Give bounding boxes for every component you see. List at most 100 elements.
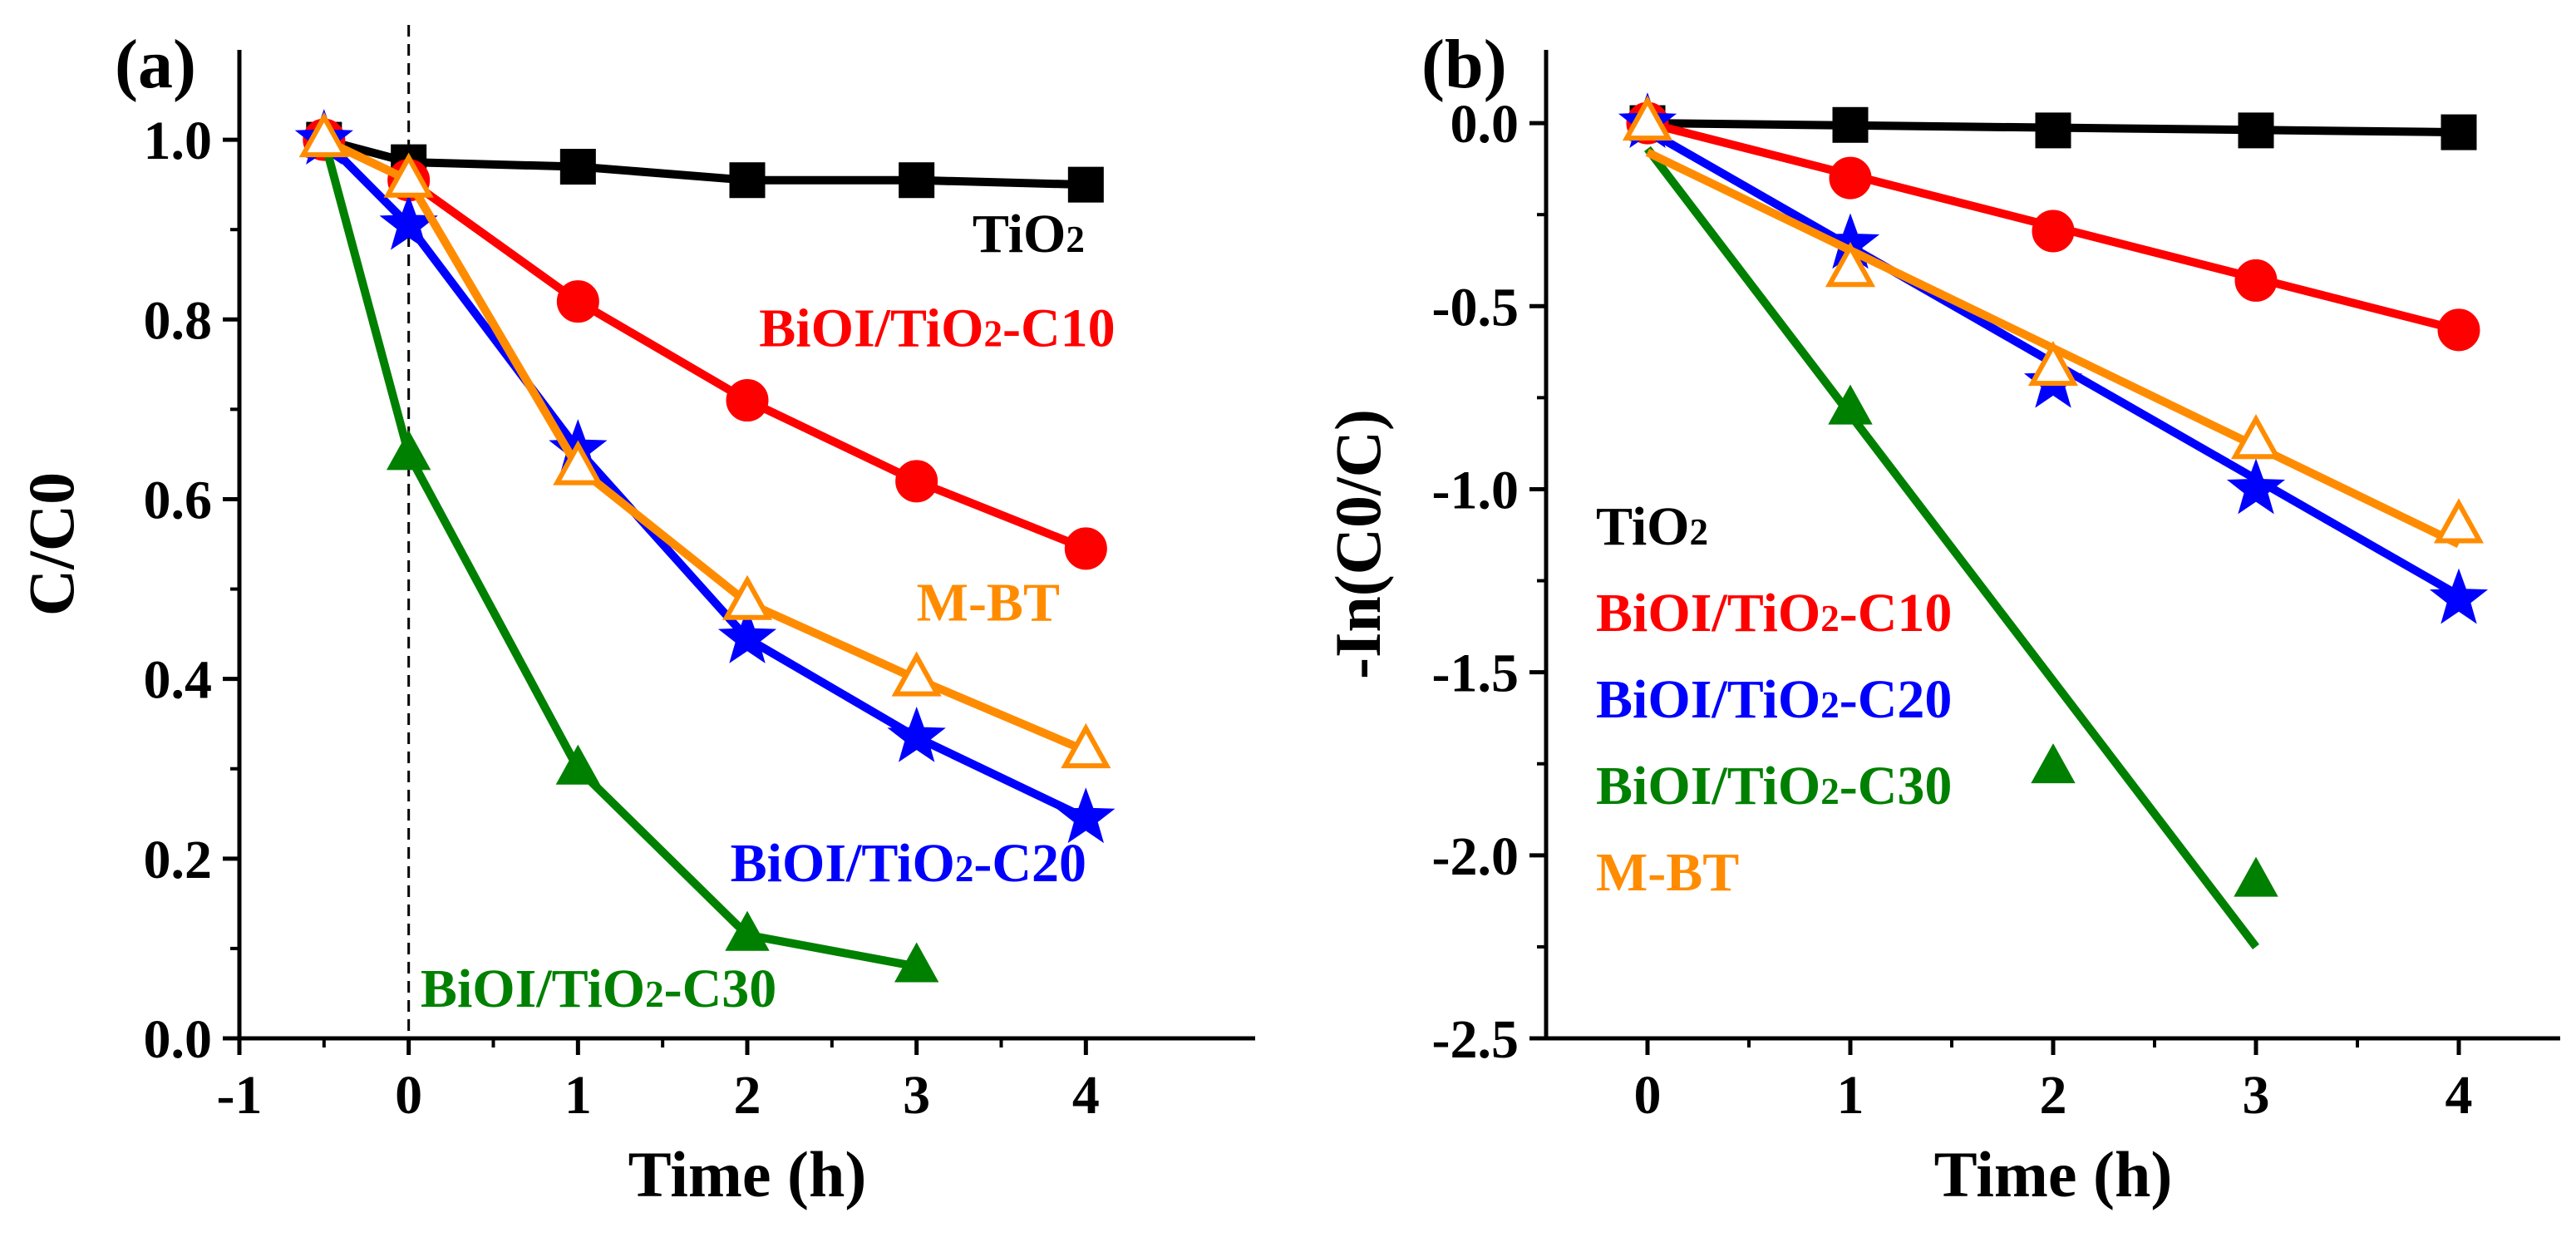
legend-entry-bioi-tio2-c30-base: BiOI/TiO xyxy=(1596,756,1820,816)
data-point xyxy=(298,111,349,158)
legend-entry-bioi-tio2-c20-base: BiOI/TiO xyxy=(1596,669,1820,730)
data-point xyxy=(725,910,770,951)
x-tick-label: 2 xyxy=(2040,1065,2067,1126)
y-tick-label: 0.8 xyxy=(144,290,213,351)
annotation-bioi-tio2-c20: BiOI/TiO2-C20 xyxy=(731,833,1086,894)
data-point xyxy=(722,574,773,620)
y-tick-label: -1.5 xyxy=(1432,643,1519,704)
annotation-bioi-tio2-c20-base: BiOI/TiO xyxy=(731,833,955,894)
series-bioi-tio2-c30 xyxy=(1625,99,2278,949)
y-tick-label: 0.4 xyxy=(144,650,213,711)
panel-label: (a) xyxy=(115,26,196,103)
x-axis-title: Time (h) xyxy=(628,1138,867,1210)
data-point xyxy=(726,379,769,422)
data-point xyxy=(383,152,434,198)
fit-line xyxy=(1644,145,2259,949)
y-axis-title: C/C0 xyxy=(15,472,87,616)
data-point xyxy=(895,460,938,503)
legend-entry-bioi-tio2-c10: BiOI/TiO2-C10 xyxy=(1596,583,1952,643)
annotation-bioi-tio2-c10-sub: 2 xyxy=(983,313,1002,355)
data-point xyxy=(555,744,601,785)
data-point xyxy=(2234,259,2278,302)
x-tick-label: 0 xyxy=(395,1065,422,1126)
legend-entry-bioi-tio2-c10-sub: 2 xyxy=(1820,598,1840,639)
data-point xyxy=(1832,106,1869,143)
series-line xyxy=(321,136,1088,822)
annotation-bioi-tio2-c10-rest: -C10 xyxy=(1002,298,1116,359)
data-point xyxy=(2429,568,2489,624)
annotation-bioi-tio2-c30-sub: 2 xyxy=(645,974,664,1015)
annotation-bioi-tio2-c30-base: BiOI/TiO xyxy=(421,959,645,1019)
series-m-bt xyxy=(298,111,1111,769)
data-point xyxy=(729,162,766,199)
data-point xyxy=(1828,384,1873,425)
legend-entry-bioi-tio2-c10-rest: -C10 xyxy=(1840,583,1953,643)
y-tick-label: 0.2 xyxy=(144,830,213,890)
series-tio2 xyxy=(1629,105,2477,150)
legend-entry-bioi-tio2-c20-rest: -C20 xyxy=(1840,669,1953,730)
data-point xyxy=(386,430,431,471)
x-tick-label: 3 xyxy=(2243,1065,2270,1126)
x-tick-label: 2 xyxy=(734,1065,761,1126)
panel-a-chart: -1 0 1 2 3 4 0.0 0.2 0.4 0.6 0.8 1.0 Time (h) C/C0 (a)… xyxy=(15,25,1255,1210)
legend-entry-bioi-tio2-c20: BiOI/TiO2-C20 xyxy=(1596,669,1952,730)
data-point xyxy=(559,149,596,185)
annotation-tio2-base: TiO xyxy=(973,204,1066,264)
y-tick-label: -1.0 xyxy=(1432,460,1519,520)
panel-label: (b) xyxy=(1421,26,1507,103)
legend-entry-m-bt-base: M-BT xyxy=(1596,842,1739,903)
data-point xyxy=(2031,743,2076,784)
data-point xyxy=(1622,95,1673,141)
legend-entry-bioi-tio2-c30-rest: -C30 xyxy=(1840,756,1953,816)
data-point xyxy=(2230,414,2282,460)
annotation-m-bt: M-BT xyxy=(917,572,1060,633)
legend-entry-bioi-tio2-c30-sub: 2 xyxy=(1820,771,1840,812)
data-point xyxy=(899,162,935,199)
legend-entry-bioi-tio2-c10-base: BiOI/TiO xyxy=(1596,583,1820,643)
series-line xyxy=(322,136,1088,755)
x-tick-label: 3 xyxy=(903,1065,930,1126)
x-tick-label: 4 xyxy=(2445,1065,2473,1126)
annotation-bioi-tio2-c20-sub: 2 xyxy=(955,848,974,890)
x-tick-label: 0 xyxy=(1634,1065,1662,1126)
legend-entry-tio2: TiO2 xyxy=(1596,496,1708,557)
annotation-bioi-tio2-c10-base: BiOI/TiO xyxy=(759,298,983,359)
data-point xyxy=(1064,527,1107,570)
legend-entry-tio2-base: TiO xyxy=(1596,496,1690,557)
annotation-tio2: TiO2 xyxy=(973,204,1085,264)
y-axis-title: -In(C0/C) xyxy=(1322,409,1394,679)
data-point xyxy=(1067,166,1104,203)
x-tick-label: 1 xyxy=(1837,1065,1864,1126)
legend-entry-tio2-sub: 2 xyxy=(1690,511,1709,553)
panel-b-chart: 0 1 2 3 4 0.0 -0.5 -1.0 -1.5 -2.0 -2.5 Time (h) -In(… xyxy=(1322,26,2560,1210)
data-point xyxy=(553,440,603,486)
annotation-bioi-tio2-c30-rest: -C30 xyxy=(664,959,777,1019)
x-tick-label: -1 xyxy=(217,1065,263,1126)
x-axis-title: Time (h) xyxy=(1934,1138,2173,1210)
legend-entry-bioi-tio2-c20-sub: 2 xyxy=(1820,684,1840,726)
data-point xyxy=(2238,112,2274,149)
data-point xyxy=(556,280,599,323)
annotation-bioi-tio2-c10: BiOI/TiO2-C10 xyxy=(759,298,1115,359)
y-tick-label: 0.6 xyxy=(144,470,213,530)
data-point xyxy=(2035,112,2071,149)
data-point xyxy=(1057,787,1116,844)
y-tick-label: 0.0 xyxy=(144,1009,213,1070)
x-tick-label: 1 xyxy=(564,1065,592,1126)
data-point xyxy=(1825,242,1876,288)
annotation-tio2-sub: 2 xyxy=(1066,219,1085,260)
data-point xyxy=(1829,156,1872,200)
y-tick-label: -2.0 xyxy=(1432,826,1519,887)
y-tick-label: 1.0 xyxy=(144,111,213,171)
annotation-bioi-tio2-c30: BiOI/TiO2-C30 xyxy=(421,959,776,1019)
series-line xyxy=(323,136,1086,190)
series-m-bt xyxy=(1622,95,2485,549)
annotation-m-bt-base: M-BT xyxy=(917,572,1060,633)
data-point xyxy=(2441,114,2477,150)
x-tick-label: 4 xyxy=(1072,1065,1100,1126)
data-point xyxy=(2226,458,2286,515)
data-point xyxy=(894,942,939,983)
y-tick-label: 0.0 xyxy=(1451,94,1519,155)
data-point xyxy=(2234,856,2278,897)
